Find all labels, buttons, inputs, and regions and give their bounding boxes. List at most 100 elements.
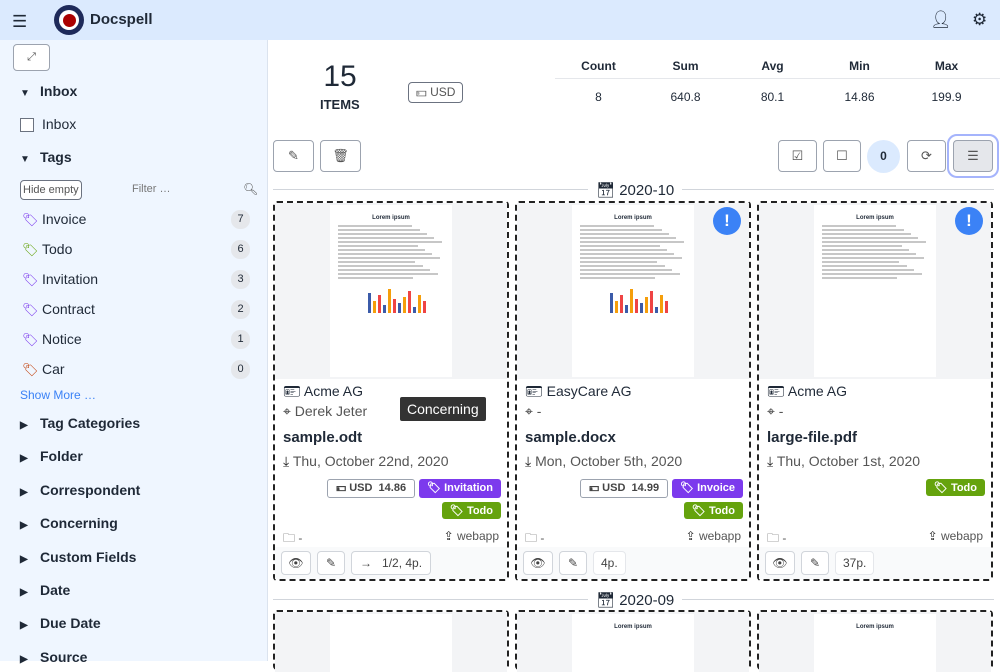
section-date[interactable]: ▶ Date	[20, 582, 70, 598]
item-card[interactable]: Lorem ipsum	[515, 610, 751, 672]
items-label: ITEMS	[320, 97, 360, 112]
summary-table: Count Sum Avg Min Max 8 640.8 80.1 14.86 199.9	[555, 54, 1000, 109]
summary-value: 80.1	[760, 90, 785, 104]
summary-header: Max	[934, 59, 959, 73]
section-source[interactable]: ▶ Source	[20, 649, 87, 665]
select-all-button[interactable]: ☑	[778, 140, 817, 172]
item-card[interactable]	[273, 610, 509, 672]
section-folder[interactable]: ▶ Folder	[20, 448, 83, 464]
docspell-logo[interactable]	[54, 5, 84, 35]
preview-chart-bar	[655, 307, 658, 313]
section-tag-categories[interactable]: ▶ Tag Categories	[20, 415, 140, 431]
preview-title: Lorem ipsum	[856, 215, 894, 221]
item-card[interactable]: Lorem ipsum! 🪪︎ EasyCare AG ⌖ - sample.d…	[515, 201, 751, 581]
tag-label[interactable]: 🏷︎ Todo	[925, 479, 985, 496]
section-tags[interactable]: ▼ Tags	[20, 149, 72, 165]
section-custom-fields[interactable]: ▶ Custom Fields	[20, 549, 136, 565]
folder: 🗀 -	[283, 529, 302, 550]
edit-button[interactable]: ✎	[317, 551, 345, 575]
preview-chart-bar	[418, 295, 421, 313]
item-card[interactable]: Lorem ipsum	[757, 610, 993, 672]
tag-item[interactable]: 🏷︎ Contract 2	[22, 300, 250, 319]
source: ⇪ webapp	[928, 529, 983, 543]
select-none-button[interactable]: ☐	[823, 140, 861, 172]
item-labels: 💵︎ USD 14.99 🏷︎ Invoice 🏷︎ Todo	[523, 479, 743, 519]
tag-label: Invoice	[42, 211, 87, 227]
section-label: Folder	[40, 448, 83, 465]
hamburger-icon[interactable]: ☰	[12, 12, 28, 31]
preview-chart-bar	[620, 295, 623, 313]
preview-image[interactable]: Lorem ipsum!	[759, 203, 991, 379]
section-label: Custom Fields	[40, 548, 137, 565]
item-card[interactable]: Lorem ipsum 🪪︎ Acme AG ⌖ Derek Jeter sam…	[273, 201, 509, 581]
item-name: sample.odt	[283, 429, 363, 446]
page-navigation-button[interactable]: → 1/2, 4p.	[351, 551, 431, 575]
tag-icon: 🏷︎	[22, 302, 39, 317]
date-text: Thu, October 22nd, 2020	[292, 453, 449, 469]
item-labels: 🏷︎ Todo	[765, 479, 985, 496]
item-card[interactable]: Lorem ipsum! 🪪︎ Acme AG ⌖ - large-file.p…	[757, 201, 993, 581]
tag-label[interactable]: 🏷︎ Invoice	[672, 479, 743, 498]
tag-icon: 🏷︎	[22, 242, 39, 257]
refresh-button[interactable]: ⟳	[907, 140, 946, 172]
search-icon: 🔍︎	[243, 182, 259, 196]
tag-name: Invoice	[697, 482, 735, 494]
preview-button[interactable]: 👁︎	[765, 551, 795, 575]
app-title: Docspell	[90, 11, 153, 28]
folder-name: -	[298, 531, 303, 545]
select-mode-button[interactable]: ☰	[953, 140, 993, 172]
tag-label[interactable]: 🏷︎ Todo	[683, 502, 743, 519]
delete-button[interactable]: 🗑︎	[320, 140, 361, 172]
tag-label[interactable]: 🏷︎ Invitation	[419, 479, 501, 498]
amount-label: 💵︎ USD 14.99	[580, 479, 669, 498]
tag-filter-input[interactable]: Filter …	[132, 183, 171, 195]
section-label: Date	[40, 582, 71, 598]
section-inbox[interactable]: ▼ Inbox	[20, 83, 78, 99]
eye-icon: 👁︎	[772, 556, 788, 570]
tag-item[interactable]: 🏷︎ Invoice 7	[22, 210, 250, 229]
tag-item[interactable]: 🏷︎ Car 0	[22, 360, 250, 379]
preview-image[interactable]: Lorem ipsum	[275, 203, 507, 379]
section-correspondent[interactable]: ▶ Correspondent	[20, 482, 140, 498]
preview-button[interactable]: 👁︎	[281, 551, 311, 575]
preview-chart-bar	[403, 297, 406, 313]
month-header: 📅︎ 2020-10	[270, 181, 1000, 199]
inbox-checkbox[interactable]	[20, 118, 34, 132]
tag-name: Invitation	[444, 482, 493, 494]
tag-label: Invitation	[42, 271, 99, 287]
tag-icon: 🏷︎	[22, 332, 39, 347]
show-more-link[interactable]: Show More …	[20, 388, 97, 402]
tag-name: Todo	[708, 505, 735, 517]
user-icon[interactable]: 👤︎	[930, 10, 952, 29]
caret-right-icon: ▶	[20, 653, 28, 665]
crosshairs-icon: ⌖	[525, 403, 537, 419]
source: ⇪ webapp	[686, 529, 741, 543]
tag-icon: 🏷︎	[22, 362, 39, 377]
expand-button[interactable]: ⤢	[13, 44, 50, 71]
tag-item[interactable]: 🏷︎ Invitation 3	[22, 270, 250, 289]
section-due-date[interactable]: ▶ Due Date	[20, 615, 101, 631]
folder: 🗀 -	[525, 529, 544, 550]
calendar-icon: 📅︎	[596, 592, 620, 609]
edit-button[interactable]: ✎	[801, 551, 829, 575]
currency: USD	[430, 85, 456, 99]
tag-item[interactable]: 🏷︎ Todo 6	[22, 240, 250, 259]
source-name: webapp	[698, 529, 741, 543]
tag-count: 0	[231, 360, 250, 379]
arrow-right-icon: →	[360, 556, 372, 570]
preview-chart-bar	[610, 293, 613, 313]
calendar-icon: 📅︎	[596, 182, 620, 199]
tag-item[interactable]: 🏷︎ Notice 1	[22, 330, 250, 349]
edit-selected-button[interactable]: ✎	[273, 140, 314, 172]
caret-right-icon: ▶	[20, 553, 28, 565]
preview-image[interactable]: Lorem ipsum!	[517, 203, 749, 379]
section-concerning[interactable]: ▶ Concerning	[20, 515, 118, 531]
section-label: Tags	[40, 149, 72, 165]
crosshairs-icon: ⌖	[283, 403, 295, 419]
hide-empty-button[interactable]: Hide empty	[20, 180, 82, 200]
tag-name: Todo	[950, 482, 977, 494]
cogs-icon[interactable]: ⚙︎	[972, 10, 988, 29]
edit-button[interactable]: ✎	[559, 551, 587, 575]
preview-button[interactable]: 👁︎	[523, 551, 553, 575]
tag-label[interactable]: 🏷︎ Todo	[441, 502, 501, 519]
